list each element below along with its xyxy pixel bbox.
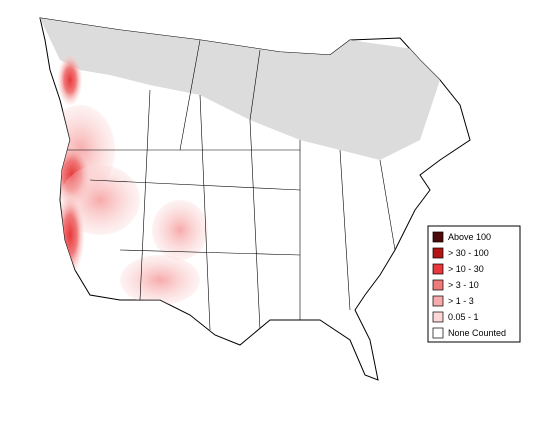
legend-swatch bbox=[432, 247, 444, 259]
legend-swatch bbox=[432, 311, 444, 323]
legend-label: > 3 - 10 bbox=[448, 280, 479, 290]
land bbox=[39, 17, 471, 381]
legend-swatch bbox=[432, 327, 444, 339]
legend-swatch bbox=[432, 279, 444, 291]
legend-swatch bbox=[432, 295, 444, 307]
legend-label: None Counted bbox=[448, 328, 506, 338]
legend-swatch bbox=[432, 263, 444, 275]
legend-label: Above 100 bbox=[448, 232, 491, 242]
legend-label: > 1 - 3 bbox=[448, 296, 474, 306]
legend: Above 100 > 30 - 100 > 10 - 30 > 3 - 10 > 1 … bbox=[427, 225, 521, 343]
legend-swatch bbox=[432, 231, 444, 243]
legend-label: > 30 - 100 bbox=[448, 248, 489, 258]
legend-label: 0.05 - 1 bbox=[448, 312, 479, 322]
legend-label: > 10 - 30 bbox=[448, 264, 484, 274]
